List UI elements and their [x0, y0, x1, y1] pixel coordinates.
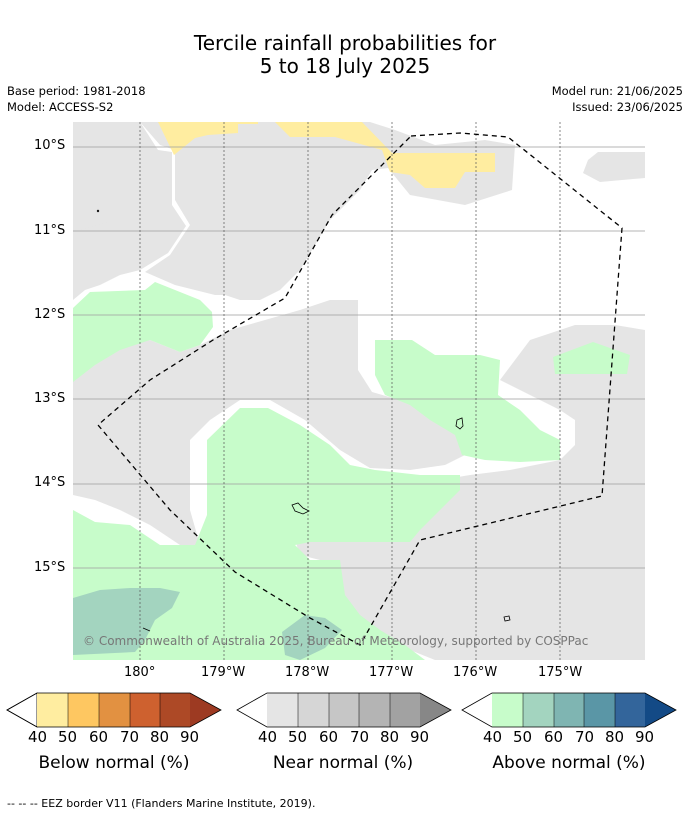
- above-normal-region-east: [553, 342, 630, 374]
- below-50-swatch: [68, 693, 99, 727]
- lon-label-180: 180°: [124, 665, 156, 680]
- lat-label-11s: 11°S: [34, 223, 66, 238]
- above-tick-80: 80: [605, 728, 625, 746]
- copyright-text: © Commonwealth of Australia 2025, Bureau…: [83, 634, 588, 648]
- island-uvea: [455, 417, 464, 430]
- above-normal-label: Above normal (%): [492, 753, 646, 773]
- lat-label-15s: 15°S: [34, 560, 66, 575]
- colorbar-above-normal: [461, 692, 677, 728]
- island-west: [142, 627, 151, 632]
- colorbar-near-normal: [236, 692, 452, 728]
- island-futuna: [291, 502, 310, 515]
- above-tick-40: 40: [483, 728, 503, 746]
- lon-gridlines: [139, 122, 561, 660]
- model-name: Model: ACCESS-S2: [7, 100, 114, 114]
- model-run: Model run: 21/06/2025: [551, 84, 683, 98]
- chart-title-line2: 5 to 18 July 2025: [259, 54, 431, 78]
- below-tick-60: 60: [89, 728, 109, 746]
- below-80-swatch: [160, 693, 190, 727]
- below-60-swatch: [99, 693, 130, 727]
- below-90-swatch: [190, 693, 221, 727]
- near-normal-label: Near normal (%): [272, 753, 414, 773]
- above-tick-50: 50: [513, 728, 533, 746]
- lat-label-12s: 12°S: [34, 307, 66, 322]
- lat-label-10s: 10°S: [34, 138, 66, 153]
- below-tick-80: 80: [150, 728, 170, 746]
- below-40-swatch: [37, 693, 68, 727]
- lat-label-14s: 14°S: [34, 475, 66, 490]
- near-normal-region-south: [295, 455, 645, 660]
- above-tick-70: 70: [575, 728, 595, 746]
- lon-label-179w: 179°W: [201, 665, 246, 680]
- eez-legend-note: -- -- -- EEZ border V11 (Flanders Marine…: [7, 797, 316, 810]
- near-tick-90: 90: [410, 728, 430, 746]
- near-normal-patch-west: [73, 200, 108, 232]
- lat-label-13s: 13°S: [34, 391, 66, 406]
- below-tick-40: 40: [28, 728, 48, 746]
- chart-title-line1: Tercile rainfall probabilities for: [193, 31, 497, 55]
- lon-label-177w: 177°W: [369, 665, 414, 680]
- near-normal-patch-east: [583, 152, 645, 182]
- above-tick-60: 60: [544, 728, 564, 746]
- above-normal-60-patch-southwest: [73, 588, 180, 655]
- below-tick-50: 50: [58, 728, 78, 746]
- eez-border: [97, 132, 623, 646]
- above-normal-region-center: [375, 340, 560, 462]
- near-normal-region-west: [73, 122, 186, 300]
- below-tick-70: 70: [120, 728, 140, 746]
- below-tick-90: 90: [180, 728, 200, 746]
- below-normal-region: [158, 122, 495, 188]
- lon-label-178w: 178°W: [285, 665, 330, 680]
- near-tick-80: 80: [380, 728, 400, 746]
- island-south: [503, 615, 511, 622]
- near-tick-70: 70: [350, 728, 370, 746]
- near-tick-60: 60: [319, 728, 339, 746]
- near-tick-50: 50: [288, 728, 308, 746]
- lat-gridlines: [73, 146, 645, 569]
- lon-label-176w: 176°W: [453, 665, 498, 680]
- island-outlines: [96, 209, 511, 632]
- above-normal-60-patch-south: [282, 615, 342, 660]
- lon-label-175w: 175°W: [538, 665, 583, 680]
- above-tick-90: 90: [635, 728, 655, 746]
- below-normal-label: Below normal (%): [38, 753, 190, 773]
- above-normal-region-west: [73, 282, 213, 382]
- colorbar-below-normal: [6, 692, 222, 728]
- colorbar-strip: [6, 692, 677, 728]
- island-dot: [96, 209, 100, 213]
- issued-date: Issued: 23/06/2025: [572, 100, 683, 114]
- below-70-swatch: [130, 693, 160, 727]
- base-period: Base period: 1981-2018: [7, 84, 146, 98]
- near-tick-40: 40: [258, 728, 278, 746]
